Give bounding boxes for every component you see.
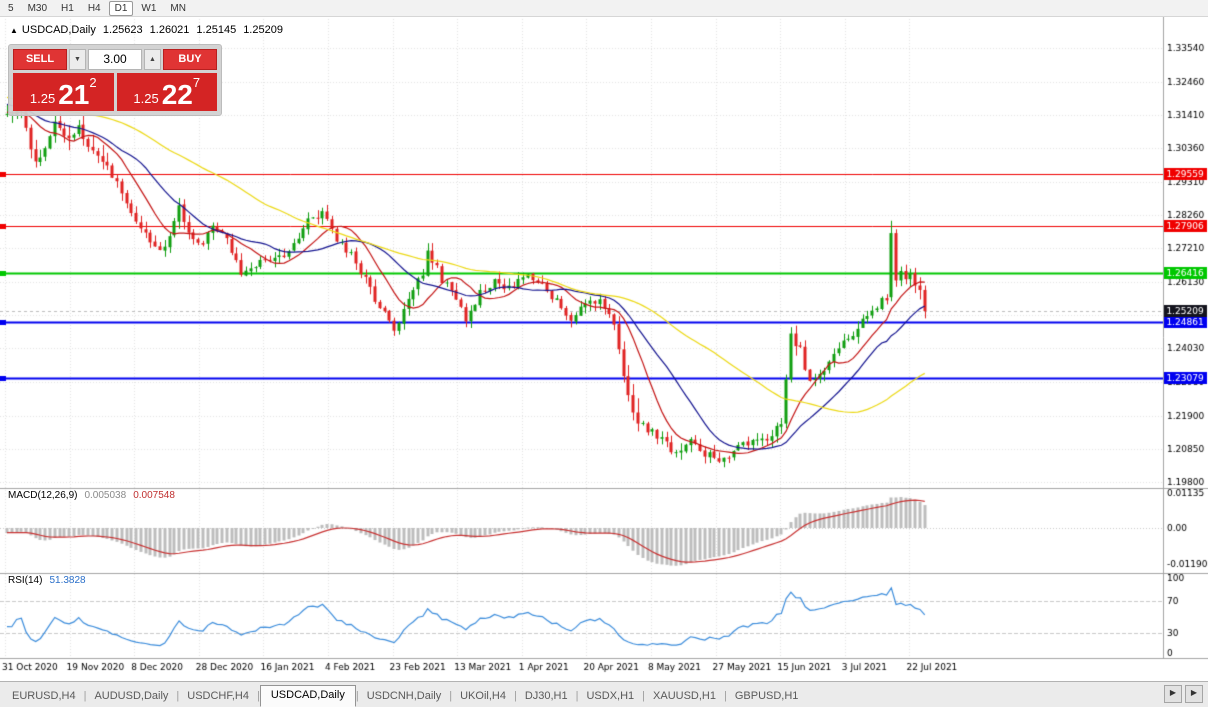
subwindow-expand-icon[interactable]: ▲: [10, 26, 18, 35]
volume-input[interactable]: 3.00: [88, 49, 142, 70]
ohlc-info: ▲ USDCAD,Daily 1.25623 1.26021 1.25145 1.2520…: [10, 24, 283, 36]
timeframe-button-h1[interactable]: H1: [61, 2, 74, 14]
tab-ukoil-h4[interactable]: UKOil,H4: [460, 690, 506, 702]
tab-scroll-next-button[interactable]: ▶: [1164, 685, 1182, 703]
ohlc-open: 1.25623: [102, 24, 143, 36]
sell-price-pip: 2: [89, 75, 97, 90]
sell-price-base: 1.25: [29, 91, 56, 106]
buy-button[interactable]: BUY: [163, 49, 217, 70]
timeframe-button-m30[interactable]: M30: [27, 2, 48, 14]
timeframe-button-5[interactable]: 5: [8, 2, 14, 14]
buy-price-base: 1.25: [133, 91, 159, 106]
tab-divider: |: [513, 690, 517, 702]
macd-title: MACD(12,26,9): [8, 490, 78, 501]
tab-usdchf-h4[interactable]: USDCHF,H4: [187, 690, 249, 702]
tab-usdcad-daily[interactable]: USDCAD,Daily: [259, 685, 356, 707]
macd-main-value: 0.005038: [84, 490, 127, 501]
ohlc-high: 1.26021: [149, 24, 190, 36]
sell-price-big: 21: [58, 79, 90, 110]
tab-xauusd-h1[interactable]: XAUUSD,H1: [653, 690, 716, 702]
tab-divider: |: [449, 690, 453, 702]
rsi-title: RSI(14): [8, 575, 43, 586]
timeframe-button-w1[interactable]: W1: [141, 2, 157, 14]
tab-scroll-end-button[interactable]: ▶: [1185, 685, 1203, 703]
chart-tabbar: EURUSD,H4 | AUDUSD,Daily | USDCHF,H4 | USDCAD,…: [0, 681, 1208, 707]
tab-scroll-group: ▶ ▶: [1159, 685, 1208, 707]
tab-audusd-daily[interactable]: AUDUSD,Daily: [94, 690, 169, 702]
buy-price-big: 22: [161, 79, 193, 110]
tab-divider: |: [723, 690, 727, 702]
timeframe-button-mn[interactable]: MN: [170, 2, 186, 14]
sell-button[interactable]: SELL: [13, 49, 67, 70]
macd-signal-value: 0.007548: [133, 490, 175, 501]
timeframe-button-h4[interactable]: H4: [87, 2, 101, 14]
tab-divider: |: [83, 690, 87, 702]
tab-gbpusd-h1[interactable]: GBPUSD,H1: [734, 690, 799, 702]
chart-symbol-label: USDCAD,Daily: [21, 24, 96, 36]
rsi-value: 51.3828: [49, 575, 86, 586]
tab-divider: |: [575, 690, 579, 702]
sell-price-display[interactable]: 1.25 21 2: [13, 73, 114, 111]
tab-usdx-h1[interactable]: USDX,H1: [586, 690, 635, 702]
tab-divider: |: [355, 690, 359, 702]
timeframe-button-d1[interactable]: D1: [108, 0, 134, 16]
one-click-trading-widget: SELL ▼ 3.00 ▲ BUY 1.25 21 2 1.25 22 7: [8, 44, 222, 116]
buy-price-pip: 7: [192, 75, 201, 90]
volume-decrease-button[interactable]: ▼: [69, 49, 86, 70]
tab-divider: |: [642, 690, 646, 702]
rsi-header: RSI(14) 51.3828: [8, 575, 86, 586]
macd-header: MACD(12,26,9) 0.005038 0.007548: [8, 490, 175, 501]
chart-canvas[interactable]: [0, 17, 1208, 681]
tab-divider: |: [257, 690, 260, 702]
chart-tabs: EURUSD,H4 | AUDUSD,Daily | USDCHF,H4 | USDCAD,…: [4, 685, 806, 707]
tab-eurusd-h4[interactable]: EURUSD,H4: [12, 690, 76, 702]
tab-usdcnh-daily[interactable]: USDCNH,Daily: [366, 690, 442, 702]
ohlc-low: 1.25145: [196, 24, 237, 36]
ohlc-close: 1.25209: [243, 24, 283, 36]
volume-increase-button[interactable]: ▲: [144, 49, 161, 70]
buy-price-display[interactable]: 1.25 22 7: [116, 73, 217, 111]
tab-dj30-h1[interactable]: DJ30,H1: [524, 690, 568, 702]
timeframe-toolbar: 5 M30 H1 H4 D1 W1 MN: [0, 0, 1208, 17]
tab-divider: |: [176, 690, 180, 702]
